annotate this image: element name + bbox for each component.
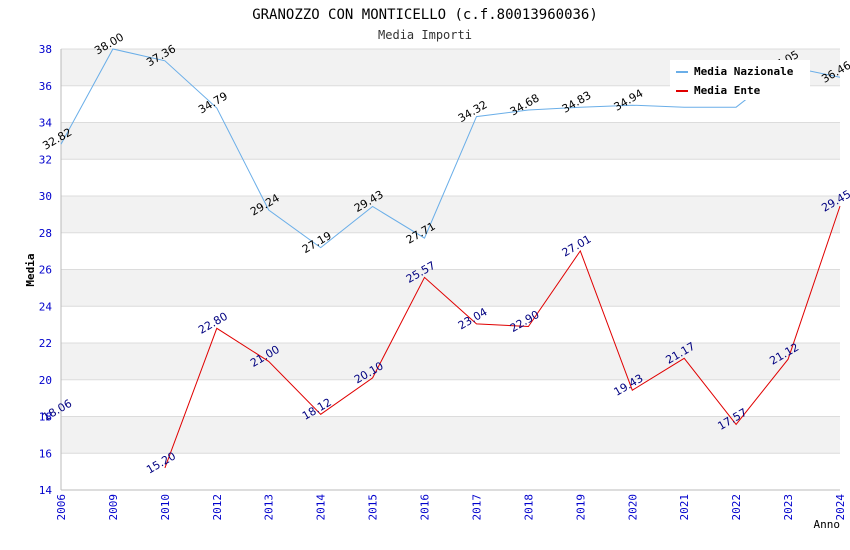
legend-box — [670, 60, 810, 100]
y-tick-label: 20 — [39, 374, 52, 387]
legend-label-media-ente: Media Ente — [694, 84, 761, 97]
x-tick-label: 2015 — [367, 494, 380, 521]
y-tick-label: 16 — [39, 447, 52, 460]
y-tick-label: 22 — [39, 337, 52, 350]
plot-bands — [61, 49, 840, 454]
x-axis-title: Anno — [814, 518, 841, 531]
plot-band — [61, 122, 840, 160]
x-tick-label: 2018 — [522, 494, 535, 521]
y-tick-label: 34 — [39, 117, 53, 130]
series-line-media-nazionale — [60, 48, 841, 249]
x-tick-label: 2009 — [107, 494, 120, 521]
y-tick-label: 30 — [39, 190, 52, 203]
x-tick-label: 2010 — [159, 494, 172, 521]
y-tick-label: 38 — [39, 43, 52, 56]
y-tick-label: 32 — [39, 153, 52, 166]
y-tick-label: 28 — [39, 227, 52, 240]
plot-band — [61, 343, 840, 380]
x-tick-label: 2014 — [315, 494, 328, 521]
legend: Media Nazionale Media Ente — [670, 60, 810, 100]
plot-band — [61, 196, 840, 233]
x-tick-label: 2006 — [55, 494, 68, 521]
x-tick-label: 2012 — [211, 494, 224, 521]
x-tick-labels: 2006 2009 2010 2012 2013 2014 2015 2016 2017 2018… — [55, 494, 847, 521]
y-tick-labels: 14 16 18 20 22 24 26 28 30 32 34 36 38 — [39, 43, 53, 497]
plot-band — [61, 416, 840, 454]
y-tick-label: 18 — [39, 411, 52, 424]
x-tick-label: 2013 — [263, 494, 276, 521]
y-tick-label: 36 — [39, 80, 52, 93]
x-tick-label: 2019 — [574, 494, 587, 521]
series-line-media-ente — [164, 205, 841, 469]
x-tick-label: 2017 — [470, 494, 483, 521]
y-tick-label: 14 — [39, 484, 53, 497]
y-tick-label: 26 — [39, 264, 52, 277]
y-axis-title: Media — [24, 253, 37, 286]
y-tick-label: 24 — [39, 300, 53, 313]
x-tick-label: 2022 — [730, 494, 743, 521]
legend-label-media-nazionale: Media Nazionale — [694, 65, 794, 78]
x-tick-label: 2020 — [626, 494, 639, 521]
chart-title: GRANOZZO CON MONTICELLO (c.f.80013960036… — [252, 7, 598, 23]
x-tick-label: 2024 — [834, 494, 847, 521]
x-tick-label: 2021 — [678, 494, 691, 521]
x-tick-label: 2023 — [782, 494, 795, 521]
series-lines — [60, 48, 841, 469]
x-tick-label: 2016 — [419, 494, 432, 521]
chart-subtitle: Media Importi — [378, 28, 472, 42]
